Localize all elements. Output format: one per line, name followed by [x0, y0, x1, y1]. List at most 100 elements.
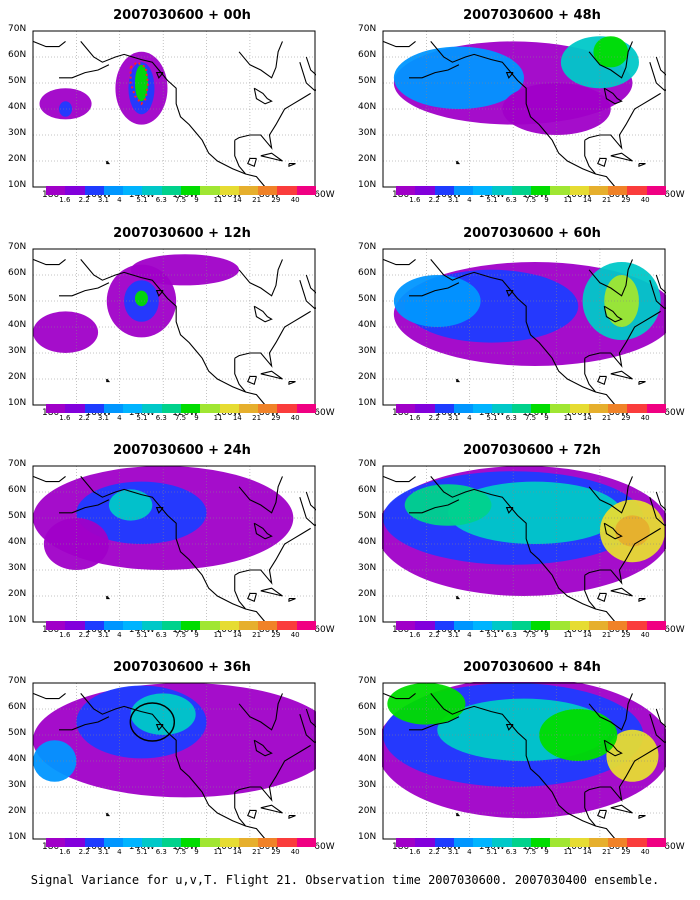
colorbar-swatch	[588, 838, 609, 847]
colorbar-label: 7.5	[525, 631, 537, 639]
map-panel-4: 2007030600 + 60h 70N 60N 50N 40N 30N 20N 10N 180…	[350, 226, 685, 436]
colorbar-swatch	[531, 186, 551, 195]
colorbar-label: 29	[621, 631, 631, 639]
coastline	[59, 64, 110, 79]
latitude-tick-label: 40N	[358, 537, 377, 547]
coastline	[505, 507, 514, 514]
coastline	[32, 40, 66, 48]
colorbar-label: 5.1	[486, 848, 498, 856]
longitude-tick-label: 140W	[478, 625, 505, 635]
latitude-tick-label: 20N	[8, 589, 27, 599]
coastline	[234, 358, 247, 393]
longitude-tick-label: 160W	[435, 190, 462, 200]
colorbar-swatch	[396, 621, 416, 630]
colorbar-swatch	[434, 186, 455, 195]
colorbar-label: 14	[582, 414, 592, 422]
colorbar-swatch	[396, 186, 416, 195]
coastline	[247, 157, 257, 167]
colorbar-label: 29	[621, 414, 631, 422]
longitude-tick-label: 180	[42, 190, 60, 200]
colorbar-swatch	[277, 838, 298, 847]
latitude-tick-label: 50N	[8, 76, 27, 86]
colorbar-label: 11	[213, 631, 223, 639]
colorbar-swatch	[219, 404, 240, 413]
longitude-tick-label: 140W	[478, 842, 505, 852]
colorbar-swatch	[258, 838, 278, 847]
colorbar-label: 4	[467, 414, 472, 422]
colorbar-swatch	[181, 186, 201, 195]
coastline	[288, 163, 296, 168]
longitude-tick-label: 60W	[664, 190, 685, 200]
colorbar-swatch	[608, 621, 628, 630]
colorbar: 1.6 2.2 3.1 4 5.1 6.3 7.5 9 11 14 21 29 40	[396, 838, 676, 862]
colorbar-swatch	[511, 186, 532, 195]
coastline	[382, 692, 416, 700]
colorbar-label: 9	[544, 196, 549, 204]
map-plot	[32, 465, 316, 623]
latitude-tick-label: 60N	[8, 485, 27, 495]
colorbar-swatch	[219, 186, 240, 195]
latitude-tick-label: 10N	[8, 180, 27, 190]
latitude-tick-label: 10N	[8, 615, 27, 625]
latitude-tick-label: 30N	[8, 128, 27, 138]
coastline	[299, 491, 316, 527]
longitude-tick-label: 80W	[258, 842, 280, 852]
coastline	[597, 809, 607, 819]
longitude-tick-label: 100W	[215, 190, 242, 200]
latitude-tick-label: 20N	[8, 806, 27, 816]
colorbar-swatch	[473, 838, 493, 847]
colorbar-swatch	[46, 838, 66, 847]
coastline	[253, 739, 273, 757]
longitude-tick-label: 120W	[522, 842, 549, 852]
coastline	[59, 499, 110, 514]
coastline	[430, 41, 616, 188]
coastline	[238, 476, 283, 514]
coastline	[80, 259, 266, 406]
colorbar: 1.6 2.2 3.1 4 5.1 6.3 7.5 9 11 14 21 29 40	[396, 186, 676, 210]
coastline	[588, 476, 633, 514]
map-panel-8: 2007030600 + 84h 70N 60N 50N 40N 30N 20N 10N 180…	[350, 660, 685, 870]
latitude-tick-label: 70N	[8, 24, 27, 34]
longitude-tick-label: 120W	[172, 190, 199, 200]
coastline	[59, 716, 110, 731]
colorbar-swatch	[550, 838, 571, 847]
colorbar-label: 11	[563, 196, 573, 204]
longitude-tick-label: 120W	[522, 625, 549, 635]
colorbar-swatch	[588, 404, 609, 413]
map-panel-7: 2007030600 + 36h 70N 60N 50N 40N 30N 20N 10N 180…	[0, 660, 335, 870]
variance-contour	[615, 515, 650, 547]
longitude-tick-label: 80W	[608, 408, 630, 418]
map-panel-5: 2007030600 + 24h 70N 60N 50N 40N 30N 20N 10N 180…	[0, 443, 335, 653]
coastline	[638, 163, 646, 168]
coastline	[32, 258, 66, 266]
latitude-tick-label: 70N	[8, 459, 27, 469]
latitude-tick-label: 70N	[358, 24, 377, 34]
coastline	[238, 259, 283, 297]
variance-contour	[604, 275, 639, 327]
longitude-tick-label: 80W	[258, 190, 280, 200]
colorbar-swatch	[627, 186, 648, 195]
colorbar-label: 7.5	[175, 631, 187, 639]
latitude-tick-label: 30N	[8, 346, 27, 356]
colorbar-swatch	[646, 404, 667, 413]
colorbar-swatch	[142, 404, 163, 413]
colorbar-swatch	[142, 838, 163, 847]
coastline	[382, 40, 416, 48]
coastline	[382, 258, 416, 266]
coastline	[505, 724, 514, 731]
colorbar-label: 11	[563, 414, 573, 422]
colorbar-label: 21	[602, 848, 612, 856]
longitude-tick-label: 120W	[172, 842, 199, 852]
colorbar-label: 14	[232, 196, 242, 204]
colorbar-label: 21	[602, 631, 612, 639]
colorbar-swatch	[453, 186, 474, 195]
colorbar-label: 14	[582, 196, 592, 204]
longitude-tick-label: 160W	[85, 190, 112, 200]
colorbar-label: 1.6	[59, 196, 71, 204]
coastline	[288, 815, 296, 820]
coastline	[584, 140, 597, 175]
latitude-tick-label: 50N	[358, 511, 377, 521]
latitude-tick-label: 60N	[358, 268, 377, 278]
colorbar-swatch	[608, 838, 628, 847]
longitude-tick-label: 140W	[128, 190, 155, 200]
